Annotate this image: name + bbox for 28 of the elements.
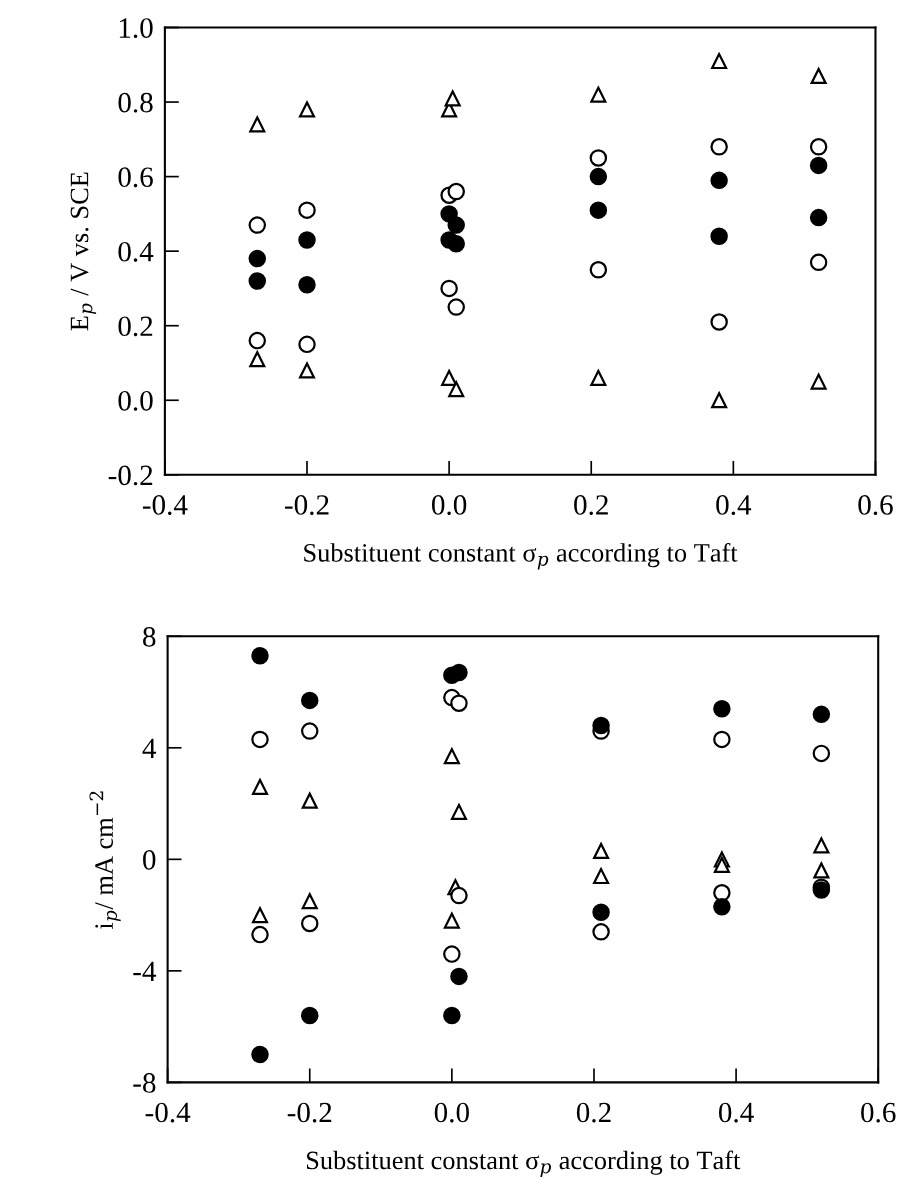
y-tick-label: 0 — [143, 850, 156, 870]
x-tick-label: -0.4 — [142, 495, 188, 515]
x-tick-label: 0.6 — [861, 1102, 896, 1123]
y-tick-label: 8 — [143, 627, 156, 647]
x-axis-title: Substituent constant σ$_{p}$ according to Taft — [304, 542, 738, 570]
y-tick-label: 4 — [142, 738, 157, 758]
x-axis-title: Substituent constant σ$_{p}$ according to Taft — [306, 1150, 741, 1178]
x-tick-label: -0.2 — [287, 1102, 332, 1123]
y-tick-label: -8 — [133, 1073, 156, 1093]
y-tick-label: 0.4 — [118, 241, 154, 262]
y-tick-label: 0.8 — [118, 92, 153, 113]
x-tick-label: 0.2 — [574, 495, 608, 515]
x-tick-label: -0.2 — [285, 495, 329, 515]
y-axis-title: E$_{p}$ / V vs. SCE — [70, 172, 97, 331]
x-tick-label: 0.4 — [716, 495, 752, 515]
y-tick-label: 0.0 — [118, 390, 153, 411]
x-tick-label: 0.4 — [718, 1102, 754, 1123]
x-tick-label: 0.2 — [576, 1102, 611, 1123]
y-tick-label: 0.2 — [118, 316, 153, 337]
y-tick-label: -4 — [133, 961, 157, 981]
y-tick-label: 1.0 — [119, 18, 153, 39]
y-tick-label: 0.6 — [118, 167, 153, 188]
x-tick-label: 0.0 — [434, 1102, 469, 1123]
x-tick-label: -0.4 — [145, 1102, 191, 1123]
x-tick-label: 0.0 — [432, 495, 467, 515]
x-tick-label: 0.6 — [858, 495, 893, 515]
y-tick-label: -0.2 — [108, 465, 153, 486]
y-axis-title: i$_{p}$/ mA cm$^{−2}$ — [89, 791, 121, 930]
